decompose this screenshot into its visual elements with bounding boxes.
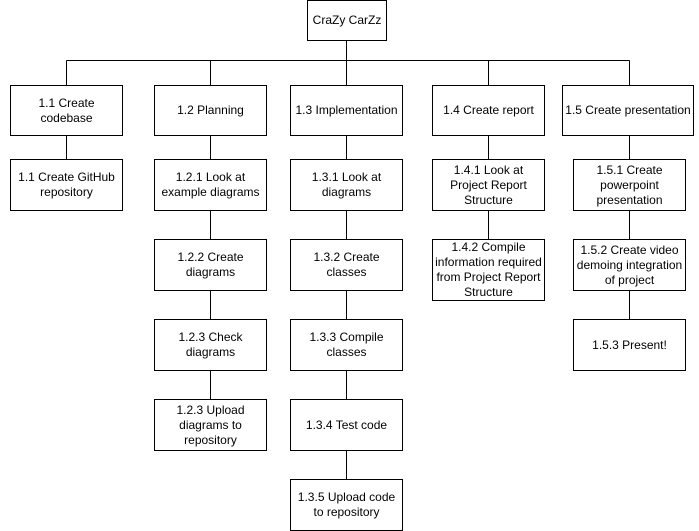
task-node: 1.5.2 Create video demoing integration o… xyxy=(573,239,686,291)
root-label: CraZy CarZz xyxy=(312,13,382,27)
task-label: 1.5.2 Create video demoing integration o… xyxy=(576,242,683,287)
task-label: 1.1 Create GitHub repository xyxy=(18,170,115,199)
task-node: 1.2.2 Create diagrams xyxy=(154,239,267,291)
task-node: 1.3.2 Create classes xyxy=(290,239,403,291)
task-label: 1.5.3 Present! xyxy=(592,337,667,352)
branch-label: 1.1 Create codebase xyxy=(38,95,95,125)
task-node: 1.3.4 Test code xyxy=(290,399,403,451)
task-label: 1.3.1 Look at diagrams xyxy=(311,170,382,199)
task-node: 1.3.5 Upload code to repository xyxy=(290,479,403,531)
branch-label: 1.4 Create report xyxy=(443,103,534,117)
task-node: 1.4.2 Compile information required from … xyxy=(432,239,545,301)
task-node: 1.3.1 Look at diagrams xyxy=(290,159,403,211)
branch-node-report: 1.4 Create report xyxy=(432,85,545,136)
branch-label: 1.5 Create presentation xyxy=(565,103,691,117)
branch-label: 1.2 Planning xyxy=(177,103,244,117)
branch-label: 1.3 Implementation xyxy=(295,103,398,117)
task-node: 1.2.1 Look at example diagrams xyxy=(154,159,267,211)
task-node: 1.2.3 Upload diagrams to repository xyxy=(154,399,267,451)
task-node: 1.1 Create GitHub repository xyxy=(10,159,123,211)
root-node: CraZy CarZz xyxy=(307,0,387,41)
branch-node-implementation: 1.3 Implementation xyxy=(290,85,403,136)
task-label: 1.3.4 Test code xyxy=(305,417,388,432)
task-label: 1.5.1 Create powerpoint presentation xyxy=(596,162,663,207)
branch-node-planning: 1.2 Planning xyxy=(154,85,267,136)
task-label: 1.2.1 Look at example diagrams xyxy=(161,170,260,199)
task-label: 1.3.2 Create classes xyxy=(313,250,380,279)
task-node: 1.4.1 Look at Project Report Structure xyxy=(432,159,545,211)
task-label: 1.2.2 Create diagrams xyxy=(177,250,244,279)
branch-node-codebase: 1.1 Create codebase xyxy=(10,85,123,136)
task-label: 1.2.3 Check diagrams xyxy=(178,330,243,359)
task-label: 1.3.5 Upload code to repository xyxy=(297,490,396,519)
task-label: 1.4.2 Compile information required from … xyxy=(435,240,542,299)
branch-node-presentation: 1.5 Create presentation xyxy=(562,85,694,136)
task-label: 1.4.1 Look at Project Report Structure xyxy=(450,162,527,207)
task-label: 1.2.3 Upload diagrams to repository xyxy=(176,402,245,447)
task-node: 1.5.1 Create powerpoint presentation xyxy=(573,159,686,211)
task-node: 1.5.3 Present! xyxy=(573,319,686,371)
task-node: 1.3.3 Compile classes xyxy=(290,319,403,371)
task-node: 1.2.3 Check diagrams xyxy=(154,319,267,371)
task-label: 1.3.3 Compile classes xyxy=(309,330,384,359)
